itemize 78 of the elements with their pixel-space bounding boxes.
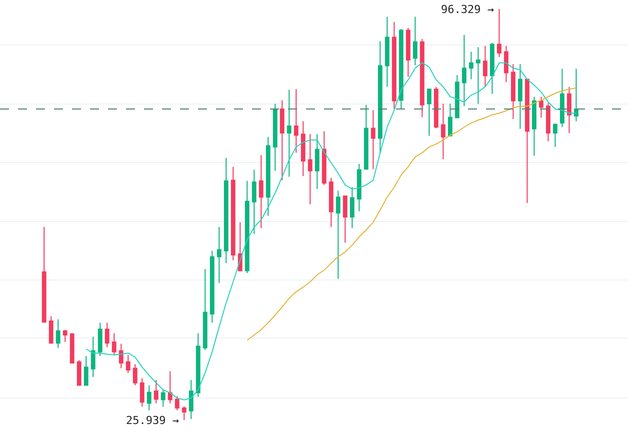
candlestick [356,163,362,212]
candlestick [574,68,578,122]
candlestick [532,96,536,156]
candlestick [378,40,382,154]
candlestick [454,74,460,118]
candlestick [112,332,116,356]
candlestick [98,322,102,357]
candlestick [426,88,432,136]
candlestick [154,379,158,404]
candlestick [440,103,446,160]
candlestick [230,166,236,261]
candlestick [406,27,410,78]
candlestick [342,196,348,244]
candlestick [266,136,270,216]
candlestick [62,329,68,342]
candlestick [140,378,144,408]
candlestick [336,190,340,280]
candlestick [384,16,390,88]
candlestick [510,64,516,120]
candlestick [392,22,396,110]
candlestick [482,45,488,87]
candlestick [76,360,82,386]
candlestick [252,169,256,234]
candlestick [518,64,522,130]
candlestick [412,16,418,66]
candlestick [398,28,404,110]
candlestick [174,396,180,411]
candlestick [294,88,298,154]
candlestick [538,96,544,118]
candlestick [434,86,438,129]
candlestick [244,180,250,274]
candlestick [104,322,110,348]
candlestick [496,8,502,58]
candlestick [476,46,480,104]
candlestick [300,120,306,177]
candlestick [504,45,508,83]
candlestick [160,389,166,408]
candlestick [364,104,368,170]
annotation: 25.939 → [126,414,180,427]
candlestick [468,51,474,80]
candlestick [168,370,172,404]
candlestick [370,110,376,170]
candlestick [126,354,130,374]
candlestick [280,100,284,181]
candlestick [350,186,354,229]
candlestick [286,89,292,178]
candlestick [196,332,200,398]
candlestick [42,226,46,323]
candlestick [490,42,494,94]
candlestick [546,102,550,142]
candlestick [146,384,152,411]
candlestick [258,154,264,229]
candlestick [216,226,222,284]
candlestick [560,68,564,128]
annotation: 96.329 → [441,3,494,16]
candlestick [182,406,186,421]
candlestick [224,158,228,264]
candlestick [328,177,334,228]
candlestick [70,332,74,364]
candlestick [420,38,424,118]
candlestick [566,86,572,134]
candlestick [308,134,312,205]
candlestick [188,379,194,420]
candlestick [202,268,208,351]
candlestick [462,34,466,107]
candlestick [56,318,60,348]
candlestick [48,316,54,344]
candlestick [118,343,124,369]
candlestick [132,364,138,386]
candlestick [90,336,96,378]
candlestick [84,356,88,386]
candlestick [524,78,530,204]
candlestick [448,103,452,136]
candlestick [322,130,326,186]
candlestick [210,250,214,324]
candlestick [552,124,558,148]
candlestick [272,103,278,172]
candlestick [314,134,320,190]
